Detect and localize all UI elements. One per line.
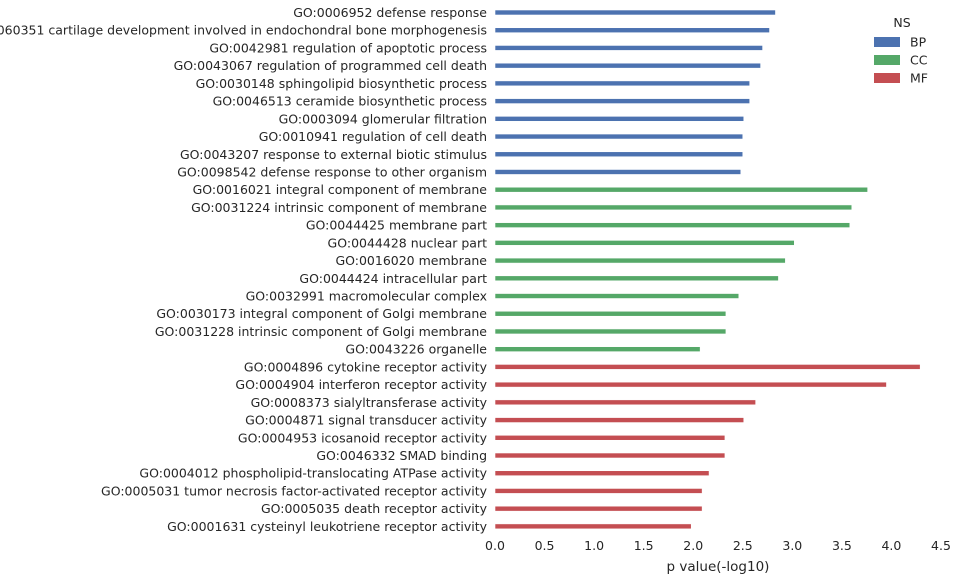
category-label: GO:0060351 cartilage development involve… (0, 23, 487, 38)
bar-cc (494, 310, 727, 317)
x-tick-label: 4.5 (931, 538, 951, 553)
legend-label-bp: BP (910, 35, 927, 50)
bar-mf (494, 399, 756, 406)
category-label: GO:0031228 intrinsic component of Golgi … (155, 324, 487, 339)
category-label: GO:0044425 membrane part (306, 218, 487, 233)
bar-bp (494, 27, 770, 34)
category-label: GO:0005035 death receptor activity (261, 501, 488, 516)
bar-mf (494, 364, 921, 370)
bar-cc (494, 204, 853, 211)
x-tick-label: 1.0 (584, 538, 604, 553)
x-tick-label: 4.0 (881, 538, 901, 553)
x-tick-label: 2.5 (733, 538, 753, 553)
x-tick-label: 3.0 (782, 538, 802, 553)
category-label: GO:0004953 icosanoid receptor activity (238, 430, 488, 445)
x-tick-label: 3.5 (832, 538, 852, 553)
bar-cc (494, 257, 786, 264)
bar-cc (494, 222, 851, 228)
bars-group (494, 9, 921, 530)
legend: NS BP CC MF (874, 15, 928, 86)
bar-cc (494, 328, 727, 335)
x-tick-labels: 0.0 0.5 1.0 1.5 2.0 2.5 3.0 3.5 4.0 4.5 (485, 538, 951, 553)
category-label: GO:0004896 cytokine receptor activity (244, 359, 488, 374)
category-label: GO:0006952 defense response (293, 5, 487, 20)
bar-bp (494, 169, 742, 175)
category-label: GO:0046332 SMAD binding (316, 448, 487, 463)
category-label: GO:0046513 ceramide biosynthetic process (213, 94, 487, 109)
category-label: GO:0010941 regulation of cell death (259, 129, 487, 144)
bar-mf (494, 452, 726, 459)
legend-label-mf: MF (910, 71, 928, 86)
category-label: GO:0004904 interferon receptor activity (235, 377, 487, 392)
x-tick-label: 2.0 (683, 538, 703, 553)
bar-mf (494, 470, 710, 477)
bar-bp (494, 62, 761, 69)
category-label: GO:0004012 phospholipid-translocating AT… (139, 466, 487, 481)
bar-bp (494, 116, 745, 122)
legend-swatch-cc (874, 55, 900, 65)
category-label: GO:0003094 glomerular filtration (279, 111, 487, 126)
category-label: GO:0044428 nuclear part (328, 235, 488, 250)
category-label: GO:0043207 response to external biotic s… (180, 147, 487, 162)
legend-title: NS (893, 15, 910, 30)
bar-bp (494, 151, 744, 158)
bar-mf (494, 381, 887, 388)
bar-bp (494, 45, 763, 51)
bar-cc (494, 346, 701, 352)
category-label: GO:0030148 sphingolipid biosynthetic pro… (196, 76, 487, 91)
legend-label-cc: CC (910, 53, 928, 68)
bar-bp (494, 98, 751, 104)
category-label: GO:0044424 intracellular part (299, 271, 487, 286)
category-label: GO:0008373 sialyltransferase activity (251, 395, 488, 410)
bar-bp (494, 80, 751, 87)
bar-cc (494, 275, 779, 282)
bar-cc (494, 240, 795, 246)
category-label: GO:0032991 macromolecular complex (246, 289, 487, 304)
category-label: GO:0016020 membrane (335, 253, 487, 268)
x-tick-label: 0.5 (535, 538, 555, 553)
category-labels: GO:0006952 defense response GO:0060351 ca… (0, 5, 488, 534)
category-label: GO:0004871 signal transducer activity (245, 413, 487, 428)
bar-mf (494, 523, 692, 530)
bar-bp (494, 9, 776, 16)
bar-mf (494, 417, 745, 423)
bar-mf (494, 434, 726, 441)
bar-mf (494, 505, 703, 512)
bar-cc (494, 293, 740, 299)
category-label: GO:0016021 integral component of membran… (193, 182, 488, 197)
legend-swatch-mf (874, 73, 900, 83)
x-axis-label: p value(-log10) (667, 559, 770, 575)
category-label: GO:0005031 tumor necrosis factor-activat… (101, 483, 488, 498)
category-label: GO:0043226 organelle (345, 342, 487, 357)
legend-swatch-bp (874, 37, 900, 47)
category-label: GO:0043067 regulation of programmed cell… (174, 58, 487, 73)
category-label: GO:0030173 integral component of Golgi m… (156, 306, 487, 321)
bar-cc (494, 186, 868, 193)
x-tick-label: 1.5 (634, 538, 654, 553)
bar-mf (494, 488, 703, 494)
bar-bp (494, 133, 744, 140)
category-label: GO:0042981 regulation of apoptotic proce… (209, 40, 487, 55)
category-label: GO:0031224 intrinsic component of membra… (191, 200, 487, 215)
x-tick-label: 0.0 (485, 538, 505, 553)
category-label: GO:0098542 defense response to other org… (177, 164, 487, 179)
category-label: GO:0001631 cysteinyl leukotriene recepto… (167, 519, 487, 534)
